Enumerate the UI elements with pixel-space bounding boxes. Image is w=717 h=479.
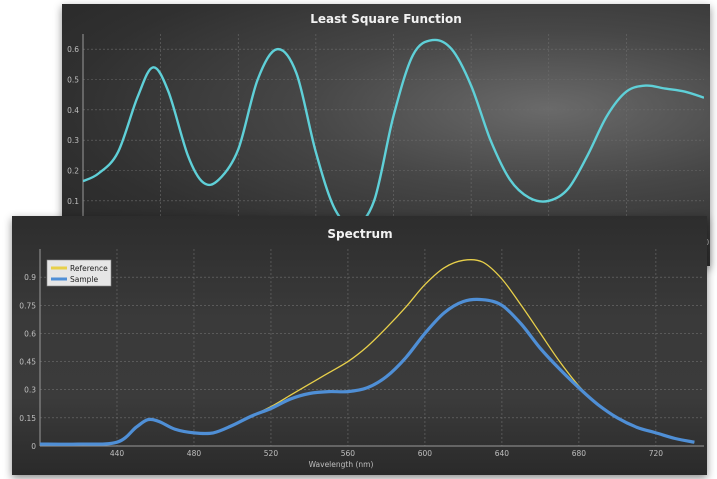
spectrum-y-tick-label: 0 xyxy=(31,442,36,451)
top-y-tick-label: 0.3 xyxy=(67,136,79,145)
spectrum-x-tick-label: 480 xyxy=(187,449,202,458)
spectrum-y-tick-label: 0.9 xyxy=(24,273,36,282)
top-y-tick-label: 0.5 xyxy=(67,76,79,85)
spectrum-x-axis-label: Wavelength (nm) xyxy=(309,460,374,469)
top-y-tick-label: 0.1 xyxy=(67,197,79,206)
spectrum-legend-box xyxy=(46,259,112,287)
spectrum-y-tick-label: 0.75 xyxy=(19,301,36,310)
top-y-tick-label: 0.6 xyxy=(67,45,79,54)
spectrum-series-line-reference xyxy=(39,258,695,445)
spectrum-chart-panel: Spectrum Wavelength (nm) 0.9 0.75 0.6 0.45 0… xyxy=(12,216,707,475)
spectrum-x-tick-label: 520 xyxy=(264,449,279,458)
spectrum-legend-label-sample: Sample xyxy=(70,275,99,284)
spectrum-y-tick-label: 0.45 xyxy=(19,358,36,367)
spectrum-x-tick-label: 640 xyxy=(495,449,510,458)
spectrum-x-tick-label: 680 xyxy=(572,449,587,458)
spectrum-y-tick-label: 0.3 xyxy=(24,386,36,395)
spectrum-x-tick-label: 440 xyxy=(110,449,125,458)
spectrum-x-tick-label: 600 xyxy=(418,449,433,458)
spectrum-y-tick-label: 0.6 xyxy=(24,329,36,338)
spectrum-x-tick-label: 560 xyxy=(341,449,356,458)
least-square-chart-title: Least Square Function xyxy=(310,12,461,26)
spectrum-chart-title: Spectrum xyxy=(327,227,392,241)
spectrum-x-tick-label: 720 xyxy=(649,449,664,458)
top-y-tick-label: 0.4 xyxy=(67,106,79,115)
top-y-tick-label: 0.2 xyxy=(67,167,79,176)
least-square-series-line xyxy=(83,38,704,227)
spectrum-y-tick-label: 0.15 xyxy=(19,414,36,423)
spectrum-chart: Spectrum Wavelength (nm) 0.9 0.75 0.6 0.45 0… xyxy=(19,227,704,469)
spectrum-series-line-sample xyxy=(39,297,695,446)
spectrum-legend-label-reference: Reference xyxy=(70,264,108,273)
